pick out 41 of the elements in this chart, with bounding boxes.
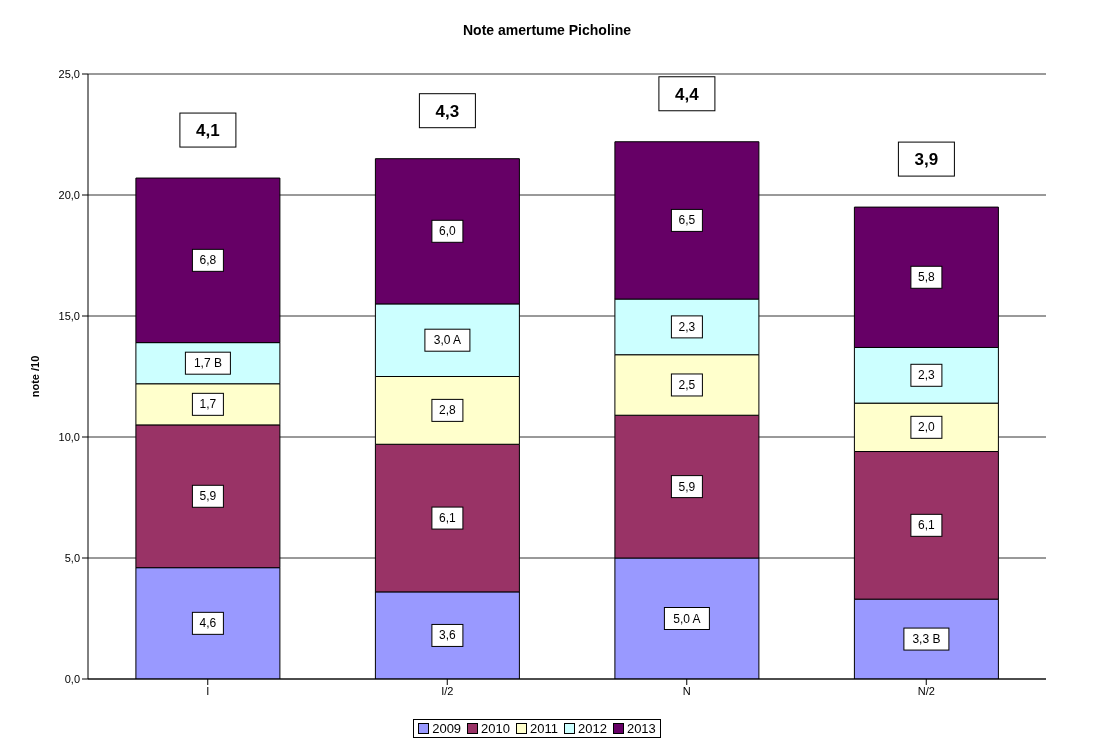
data-label: 5,8	[918, 270, 936, 285]
annotation: 4,4	[675, 84, 700, 104]
legend-label: 2009	[432, 721, 462, 736]
y-axis-title: note /10	[28, 355, 41, 398]
data-label: 5,9	[678, 479, 696, 494]
data-label: 6,1	[439, 511, 457, 526]
y-tick-label: 0,0	[64, 672, 80, 685]
x-tick-label: I/2	[441, 684, 454, 697]
data-label: 6,5	[678, 213, 696, 228]
data-label: 2,0	[918, 420, 936, 435]
data-label: 6,0	[439, 224, 457, 239]
data-label: 3,6	[439, 628, 457, 643]
x-tick-label: N	[682, 684, 691, 697]
legend-label: 2011	[530, 721, 558, 736]
data-label: 1,7 B	[193, 356, 222, 371]
data-label: 2,3	[678, 319, 696, 334]
data-label: 5,9	[199, 489, 217, 504]
legend-label: 2010	[481, 721, 511, 736]
x-tick-label: N/2	[917, 684, 935, 697]
chart-title: Note amertume Picholine	[461, 21, 632, 40]
data-label: 2,8	[439, 403, 457, 418]
data-label: 2,5	[678, 377, 696, 392]
data-label: 3,3 B	[912, 632, 941, 647]
y-tick-label: 10,0	[58, 430, 80, 443]
legend-label: 2013	[626, 721, 656, 736]
x-tick-label: I	[206, 684, 210, 697]
y-tick-label: 5,0	[64, 551, 80, 564]
data-label: 3,0 A	[433, 333, 462, 348]
data-label: 5,0 A	[673, 611, 701, 626]
annotation: 3,9	[914, 150, 939, 170]
data-label: 6,1	[918, 518, 936, 533]
annotation: 4,1	[196, 121, 220, 141]
data-label: 2,3	[918, 368, 936, 383]
annotation: 4,3	[435, 101, 460, 121]
legend-label: 2012	[577, 721, 607, 736]
y-tick-label: 20,0	[58, 188, 80, 201]
data-label: 1,7	[199, 397, 217, 412]
data-label: 6,8	[199, 253, 217, 268]
data-label: 4,6	[199, 616, 217, 631]
y-tick-label: 15,0	[58, 309, 80, 322]
y-tick-label: 25,0	[58, 67, 80, 80]
